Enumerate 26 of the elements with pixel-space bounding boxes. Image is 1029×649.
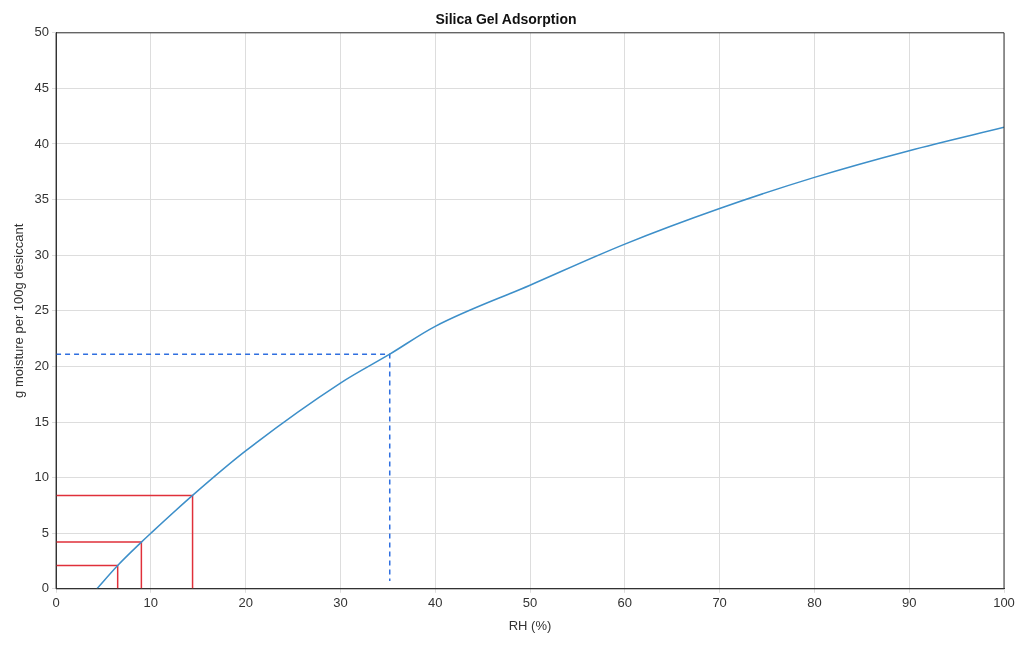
y-tick-label: 10 bbox=[34, 469, 50, 485]
y-tick-label: 45 bbox=[34, 79, 50, 95]
x-tick-label: 10 bbox=[143, 595, 159, 611]
y-tick-label: 0 bbox=[41, 580, 50, 596]
y-tick-label: 20 bbox=[34, 357, 50, 373]
x-tick-label: 70 bbox=[712, 595, 727, 611]
x-tick-label: 0 bbox=[52, 595, 60, 611]
x-tick-label: 50 bbox=[522, 595, 538, 611]
x-tick-label: 20 bbox=[238, 595, 253, 611]
y-tick-label: 35 bbox=[34, 191, 50, 207]
y-tick-label: 25 bbox=[34, 302, 50, 318]
y-tick-label: 15 bbox=[34, 413, 50, 429]
x-axis-title: RH (%) bbox=[508, 617, 552, 633]
line-series bbox=[96, 126, 1004, 589]
y-tick-label: 30 bbox=[34, 246, 50, 262]
x-tick-label: 40 bbox=[428, 595, 443, 611]
x-tick-label: 100 bbox=[993, 595, 1015, 611]
y-tick-label: 40 bbox=[34, 135, 50, 151]
x-tick-label: 90 bbox=[901, 595, 917, 611]
y-tick-label: 50 bbox=[34, 24, 50, 40]
y-tick-label: 5 bbox=[41, 524, 50, 540]
y-axis-title: g moisture per 100g desiccant bbox=[11, 223, 27, 398]
x-tick-label: 60 bbox=[617, 595, 633, 611]
x-tick-label: 30 bbox=[333, 595, 348, 611]
x-tick-label: 80 bbox=[807, 595, 822, 611]
chart-title: Silica Gel Adsorption bbox=[435, 11, 577, 28]
